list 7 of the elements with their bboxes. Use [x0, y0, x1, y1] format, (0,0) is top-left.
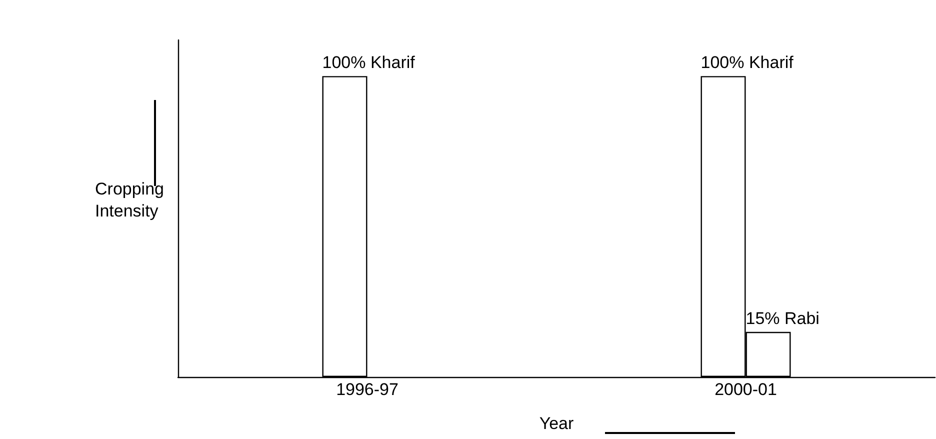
data-label: 15% Rabi — [746, 308, 820, 328]
data-label: 100% Kharif — [322, 53, 416, 72]
x-tick-label: 2000-01 — [714, 380, 777, 399]
x-tick-label: 1996-97 — [336, 380, 398, 399]
data-label: 100% Kharif — [700, 53, 794, 72]
y-axis-title: Cropping Intensity — [95, 180, 164, 220]
x-axis-title: Year — [539, 414, 574, 433]
